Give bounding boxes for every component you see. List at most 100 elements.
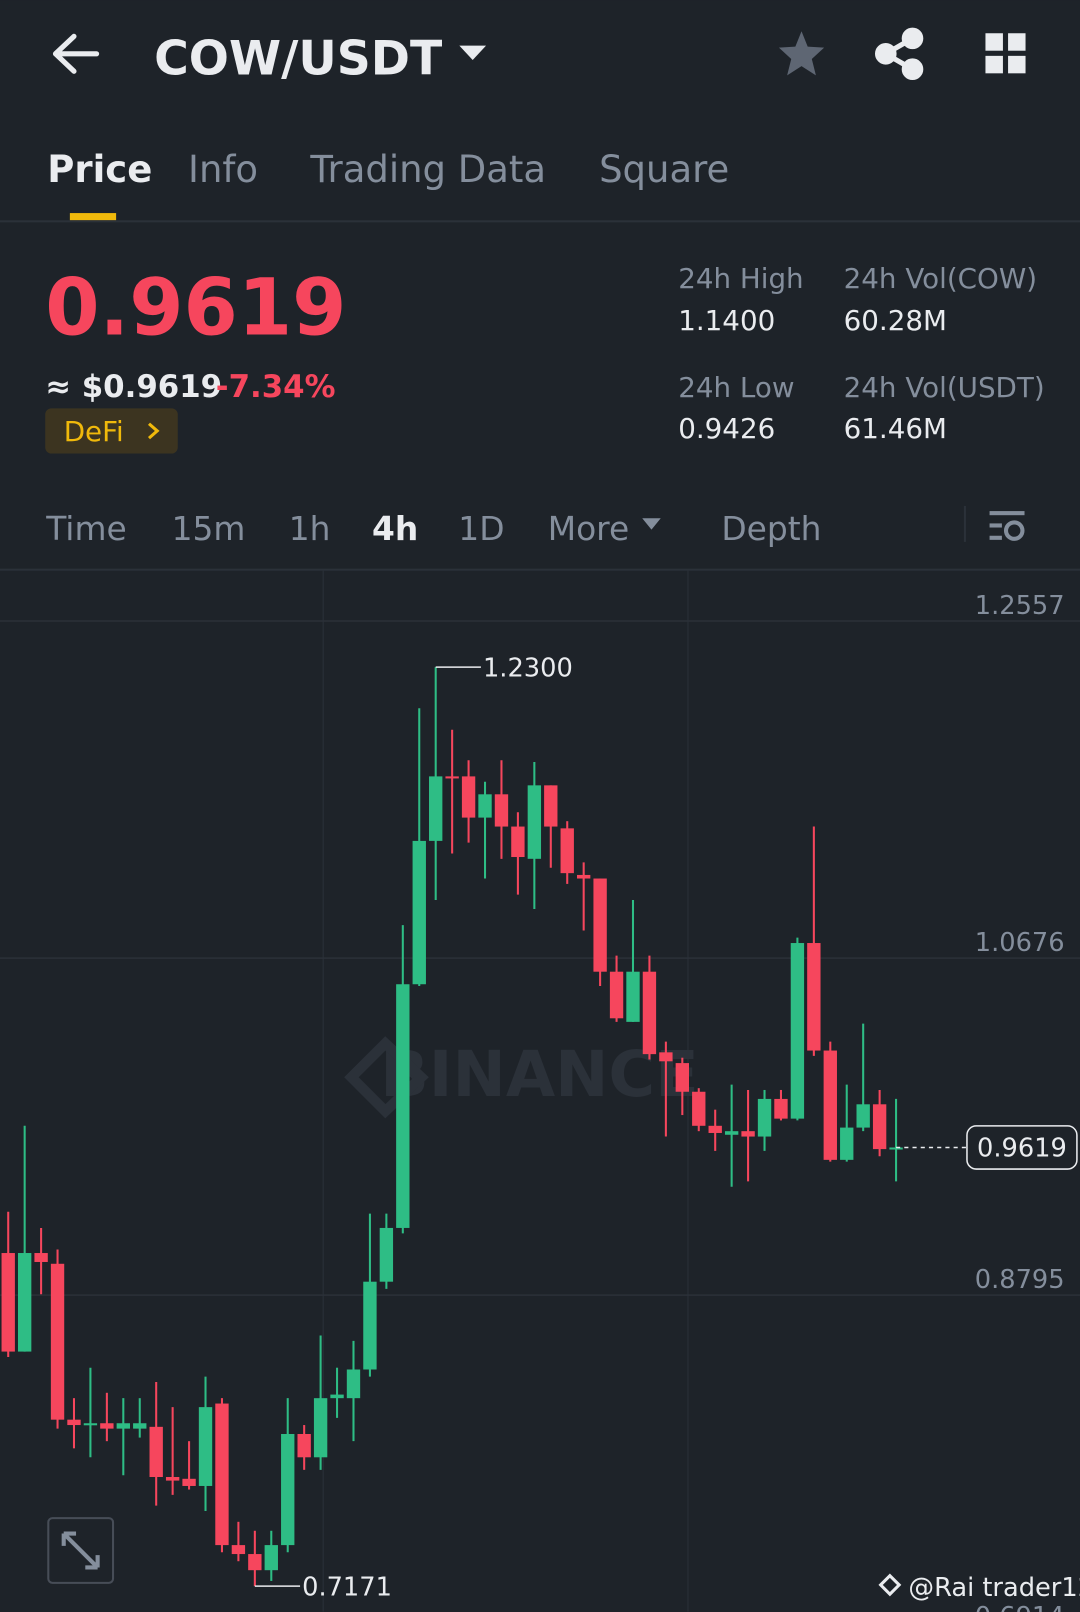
candle-body (872, 1104, 887, 1150)
tag-badge[interactable] (45, 408, 178, 454)
candle-body (396, 984, 410, 1228)
candle-body (757, 1098, 772, 1137)
candle-body (889, 1147, 903, 1150)
stat-label: 24h High (678, 262, 803, 295)
candle-body (429, 776, 443, 841)
stat-label: 24h Vol(COW) (844, 262, 1037, 295)
candle-body (100, 1423, 114, 1429)
candle-body (34, 1253, 48, 1262)
candle-body (198, 1407, 213, 1486)
price-change: -7.34% (216, 369, 336, 405)
candle-body (511, 826, 525, 858)
candle-body (264, 1545, 278, 1571)
candle-body (478, 794, 492, 818)
candle-body (840, 1127, 854, 1160)
pair-title[interactable]: COW/USDT (154, 31, 442, 86)
tab[interactable]: Trading Data (309, 148, 546, 191)
candle-body (790, 943, 805, 1119)
candle-body (856, 1104, 870, 1128)
candle-body (708, 1125, 722, 1133)
tab[interactable]: Info (188, 148, 258, 191)
divider (963, 505, 966, 542)
share-icon[interactable] (874, 27, 924, 81)
tab[interactable]: Square (599, 148, 729, 191)
candle-body (297, 1434, 311, 1458)
last-price-label: 0.9619 (977, 1134, 1067, 1164)
candle-body (494, 794, 509, 827)
candle-body (626, 971, 640, 1022)
candle-body (83, 1423, 98, 1426)
candle-body (560, 828, 574, 874)
stat-value: 61.46M (844, 412, 947, 445)
candle-body (692, 1091, 706, 1126)
candle-body (544, 785, 558, 827)
candle-body (659, 1052, 673, 1062)
candle-body (215, 1403, 229, 1546)
y-tick-label: 0.6914 (975, 1602, 1065, 1612)
candle-body (182, 1478, 196, 1486)
candle-body (1, 1253, 15, 1352)
candle-body (774, 1098, 788, 1119)
last-price-box (966, 1125, 1078, 1170)
candle-body (724, 1131, 739, 1135)
tab[interactable]: Price (47, 148, 152, 191)
candle-body (379, 1227, 394, 1282)
candle-body (330, 1394, 344, 1399)
candle-body (165, 1477, 180, 1481)
favorite-icon[interactable] (778, 31, 825, 76)
interval[interactable]: 1h (289, 509, 331, 548)
candle-body (445, 776, 459, 779)
candle-body (527, 785, 542, 859)
candle-body (609, 971, 624, 1019)
candle-body (807, 943, 821, 1051)
candle-body (412, 840, 426, 985)
tag-chevron (147, 422, 160, 440)
candle-body (149, 1426, 163, 1478)
interval[interactable]: More (548, 509, 630, 548)
stat-value: 60.28M (844, 304, 947, 337)
candle-body (642, 971, 657, 1055)
candle-body (363, 1281, 377, 1370)
credit: @Rai trader12 (908, 1573, 1080, 1603)
vertical-grid-line (322, 570, 324, 1612)
candle-body (461, 776, 476, 818)
tab-indicator (69, 213, 117, 221)
stat-label: 24h Low (678, 371, 794, 404)
candle-body (346, 1369, 361, 1399)
y-tick-label: 1.0676 (975, 928, 1065, 958)
pair-caret[interactable] (459, 45, 487, 60)
chart: 1.2557 1.0676 0.8795 0.6914 1.2300 0.7171 0.96… (0, 591, 1080, 1612)
interval[interactable]: 4h (372, 509, 418, 548)
tag-label[interactable]: DeFi (64, 415, 124, 448)
layout-icon[interactable] (985, 33, 1026, 74)
y-tick-label: 1.2557 (975, 591, 1065, 621)
back-button[interactable] (52, 33, 100, 74)
expand-button[interactable] (47, 1517, 115, 1584)
interval[interactable]: Time (45, 509, 126, 548)
stat-value: 0.9426 (678, 412, 775, 445)
interval[interactable]: 1D (458, 509, 504, 548)
candle-body (67, 1419, 81, 1426)
candle-body (17, 1253, 32, 1352)
divider (0, 220, 1080, 223)
interval[interactable]: 15m (172, 509, 246, 548)
credit-logo (878, 1573, 902, 1597)
last-price: 0.9619 (45, 263, 346, 353)
candle-body (281, 1434, 295, 1546)
candle-body (248, 1554, 262, 1571)
candle-body (313, 1398, 328, 1458)
annotation-label: 0.7171 (302, 1572, 392, 1602)
candle-body (576, 874, 591, 879)
chart-settings-icon[interactable] (989, 511, 1025, 541)
more-caret (642, 518, 661, 530)
candle-body (133, 1423, 147, 1429)
candle-body (675, 1063, 690, 1092)
stat-value: 1.1400 (678, 304, 775, 337)
candle-body (593, 878, 607, 972)
interval[interactable]: Depth (721, 509, 821, 548)
candle-body (116, 1423, 130, 1429)
stat-label: 24h Vol(USDT) (844, 371, 1045, 404)
usd-price: ≈ $0.9619 (45, 369, 222, 405)
